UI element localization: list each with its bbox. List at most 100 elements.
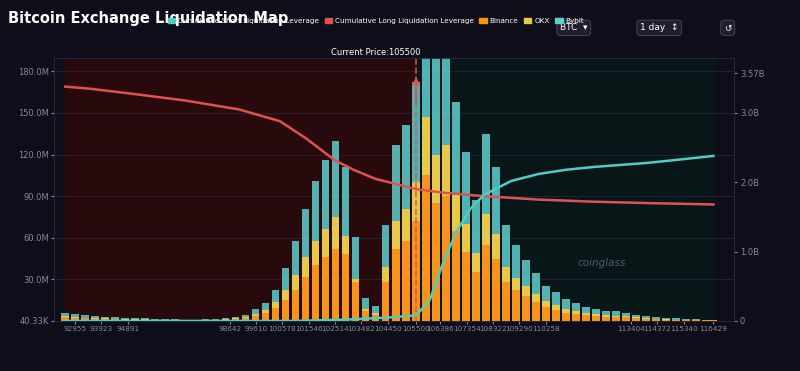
Bar (322, 229, 330, 257)
Text: 1 day  ↕: 1 day ↕ (640, 23, 678, 32)
Bar (362, 298, 370, 309)
Bar (572, 311, 580, 314)
Bar (91, 319, 99, 321)
Bar (71, 314, 79, 317)
Bar (91, 316, 99, 318)
Bar (512, 278, 520, 290)
Bar (251, 313, 259, 316)
Bar (322, 257, 330, 321)
Bar (312, 240, 319, 266)
Bar (291, 290, 299, 321)
Bar (432, 155, 439, 203)
Bar (422, 117, 430, 175)
Bar (592, 309, 600, 314)
Bar (592, 314, 600, 316)
Bar (171, 320, 179, 321)
Bar (202, 319, 210, 320)
Bar (442, 145, 450, 196)
Bar (692, 319, 700, 320)
Bar (692, 320, 700, 321)
Bar (562, 299, 570, 309)
Bar (102, 318, 110, 319)
Bar (612, 316, 620, 317)
Bar (111, 319, 119, 321)
Bar (672, 318, 680, 319)
Bar (502, 225, 510, 267)
Bar (322, 160, 330, 229)
Bar (622, 316, 630, 318)
Bar (392, 221, 399, 249)
Bar (502, 282, 510, 321)
Bar (672, 319, 680, 320)
Bar (91, 318, 99, 319)
Bar (432, 203, 439, 321)
Bar (122, 318, 130, 319)
Bar (222, 319, 230, 320)
Bar (102, 316, 110, 318)
Bar (332, 141, 339, 217)
Bar (171, 319, 179, 320)
Bar (362, 309, 370, 311)
Bar (422, 175, 430, 321)
Bar (142, 320, 150, 321)
Bar (482, 214, 490, 244)
Bar (542, 301, 550, 307)
Bar (472, 272, 479, 321)
Bar (682, 319, 690, 320)
Bar (191, 319, 199, 320)
Bar (282, 300, 290, 321)
Bar (251, 316, 259, 321)
Bar (271, 302, 279, 308)
Bar (82, 318, 90, 321)
Bar (442, 16, 450, 145)
Bar (602, 317, 610, 321)
Bar (612, 312, 620, 316)
Bar (642, 318, 650, 319)
Bar (462, 224, 470, 252)
Bar (271, 290, 279, 302)
Bar (62, 313, 69, 316)
Legend: Cumulative Short Liquidation Leverage, Cumulative Long Liquidation Leverage, Bin: Cumulative Short Liquidation Leverage, C… (165, 15, 587, 27)
Polygon shape (416, 58, 715, 321)
Bar (151, 319, 159, 320)
Bar (312, 181, 319, 240)
Bar (302, 276, 310, 321)
Bar (522, 260, 530, 286)
Bar (352, 237, 359, 279)
Bar (352, 279, 359, 282)
Bar (62, 316, 69, 318)
Bar (452, 102, 459, 195)
Bar (672, 320, 680, 321)
Bar (582, 313, 590, 315)
Bar (211, 319, 219, 320)
Bar (392, 145, 399, 221)
Bar (222, 318, 230, 319)
Bar (342, 167, 350, 236)
Bar (542, 307, 550, 321)
Bar (402, 125, 410, 209)
Bar (512, 290, 520, 321)
Bar (472, 253, 479, 272)
Bar (332, 217, 339, 249)
Bar (582, 315, 590, 321)
Bar (412, 221, 419, 321)
Bar (242, 318, 250, 321)
Bar (302, 257, 310, 276)
Bar (202, 320, 210, 321)
Bar (151, 320, 159, 321)
Bar (242, 315, 250, 317)
Bar (632, 318, 640, 321)
Bar (402, 240, 410, 321)
Bar (142, 318, 150, 319)
Bar (552, 305, 560, 310)
Text: ↺: ↺ (724, 23, 731, 32)
Bar (412, 182, 419, 221)
Bar (612, 317, 620, 321)
Bar (492, 234, 499, 259)
Bar (572, 314, 580, 321)
Bar (231, 317, 239, 318)
Bar (282, 267, 290, 290)
Bar (512, 244, 520, 278)
Text: Bitcoin Exchange Liquidation Map: Bitcoin Exchange Liquidation Map (8, 11, 288, 26)
Bar (231, 318, 239, 319)
